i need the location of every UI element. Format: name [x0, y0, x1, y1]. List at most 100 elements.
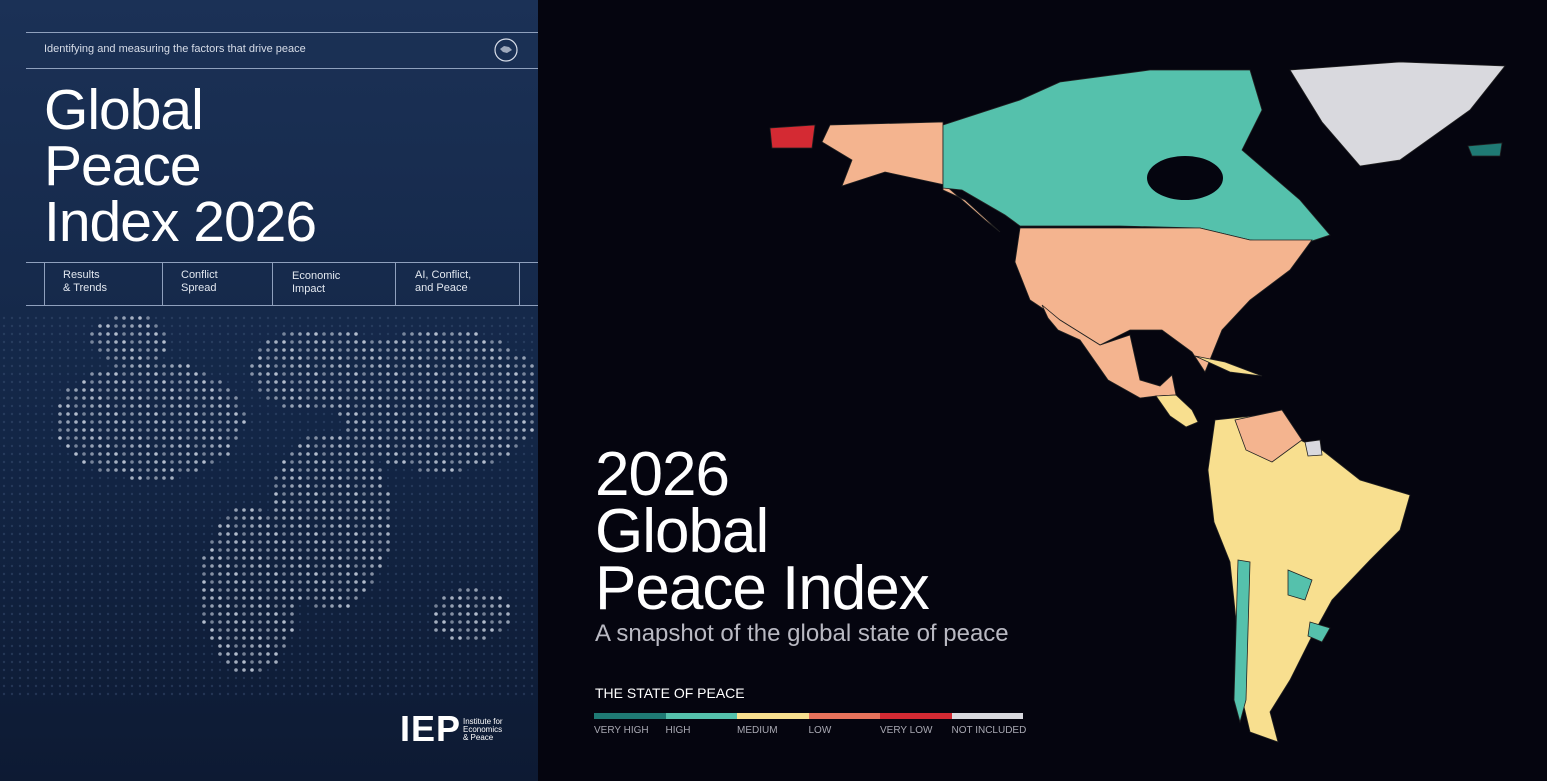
dot: [386, 324, 390, 328]
dot: [258, 332, 262, 336]
dot: [146, 356, 150, 360]
dot: [114, 644, 118, 648]
dot: [402, 372, 406, 376]
dot: [378, 340, 382, 344]
dot: [66, 364, 70, 368]
dot: [330, 372, 334, 376]
dot: [330, 316, 334, 320]
dot: [10, 644, 14, 648]
legend-swatch: [665, 713, 737, 719]
dot: [82, 572, 86, 576]
dot: [226, 420, 230, 424]
dot: [322, 652, 326, 656]
dot: [322, 572, 326, 576]
dot: [426, 468, 430, 472]
dot: [306, 612, 310, 616]
dot: [450, 372, 454, 376]
dot: [338, 380, 342, 384]
dot: [530, 636, 534, 640]
dot: [178, 636, 182, 640]
dot: [170, 492, 174, 496]
dot: [202, 580, 206, 584]
dot: [338, 532, 342, 536]
dot: [330, 484, 334, 488]
dot: [506, 564, 510, 568]
dot: [10, 572, 14, 576]
dot: [490, 684, 494, 688]
dot: [122, 444, 126, 448]
dot: [522, 324, 526, 328]
dot: [210, 452, 214, 456]
dot: [298, 428, 302, 432]
dot: [234, 636, 238, 640]
dot: [306, 636, 310, 640]
dot: [106, 492, 110, 496]
dot: [154, 684, 158, 688]
dot: [434, 516, 438, 520]
dot: [410, 380, 414, 384]
dot: [98, 668, 102, 672]
dot: [106, 380, 110, 384]
dot: [330, 668, 334, 672]
dot: [250, 372, 254, 376]
dot: [266, 444, 270, 448]
dot: [250, 340, 254, 344]
dot: [162, 676, 166, 680]
dot: [114, 540, 118, 544]
dot: [114, 668, 118, 672]
dot: [178, 468, 182, 472]
dot: [466, 380, 470, 384]
dot: [106, 564, 110, 568]
dot: [194, 396, 198, 400]
dot: [474, 452, 478, 456]
dot: [394, 580, 398, 584]
dot: [90, 444, 94, 448]
dot: [314, 364, 318, 368]
dot: [498, 540, 502, 544]
dot: [418, 540, 422, 544]
dot: [386, 556, 390, 560]
dot: [418, 508, 422, 512]
dot: [250, 516, 254, 520]
dot: [178, 644, 182, 648]
dot: [346, 548, 350, 552]
dot: [522, 444, 526, 448]
dot: [210, 492, 214, 496]
dot: [18, 644, 22, 648]
dot: [378, 436, 382, 440]
dot: [426, 652, 430, 656]
dot: [458, 540, 462, 544]
dot: [66, 484, 70, 488]
dot: [378, 620, 382, 624]
dot: [394, 404, 398, 408]
dot: [282, 452, 286, 456]
country: [1307, 621, 1331, 643]
dot: [274, 636, 278, 640]
dot: [10, 612, 14, 616]
dot: [218, 524, 222, 528]
dot: [378, 644, 382, 648]
dot: [2, 532, 6, 536]
dot: [266, 316, 270, 320]
dot: [26, 668, 30, 672]
dot: [442, 500, 446, 504]
dot: [226, 540, 230, 544]
dot: [10, 444, 14, 448]
dot: [82, 556, 86, 560]
dot: [266, 412, 270, 416]
dot: [74, 364, 78, 368]
dot: [386, 628, 390, 632]
dot: [442, 572, 446, 576]
dot: [274, 348, 278, 352]
dot: [482, 508, 486, 512]
dot: [370, 660, 374, 664]
dot: [18, 404, 22, 408]
dot: [354, 644, 358, 648]
dot: [530, 668, 534, 672]
dot: [290, 564, 294, 568]
dot: [354, 396, 358, 400]
dot: [106, 668, 110, 672]
dot: [426, 420, 430, 424]
dot: [250, 476, 254, 480]
dot: [106, 580, 110, 584]
